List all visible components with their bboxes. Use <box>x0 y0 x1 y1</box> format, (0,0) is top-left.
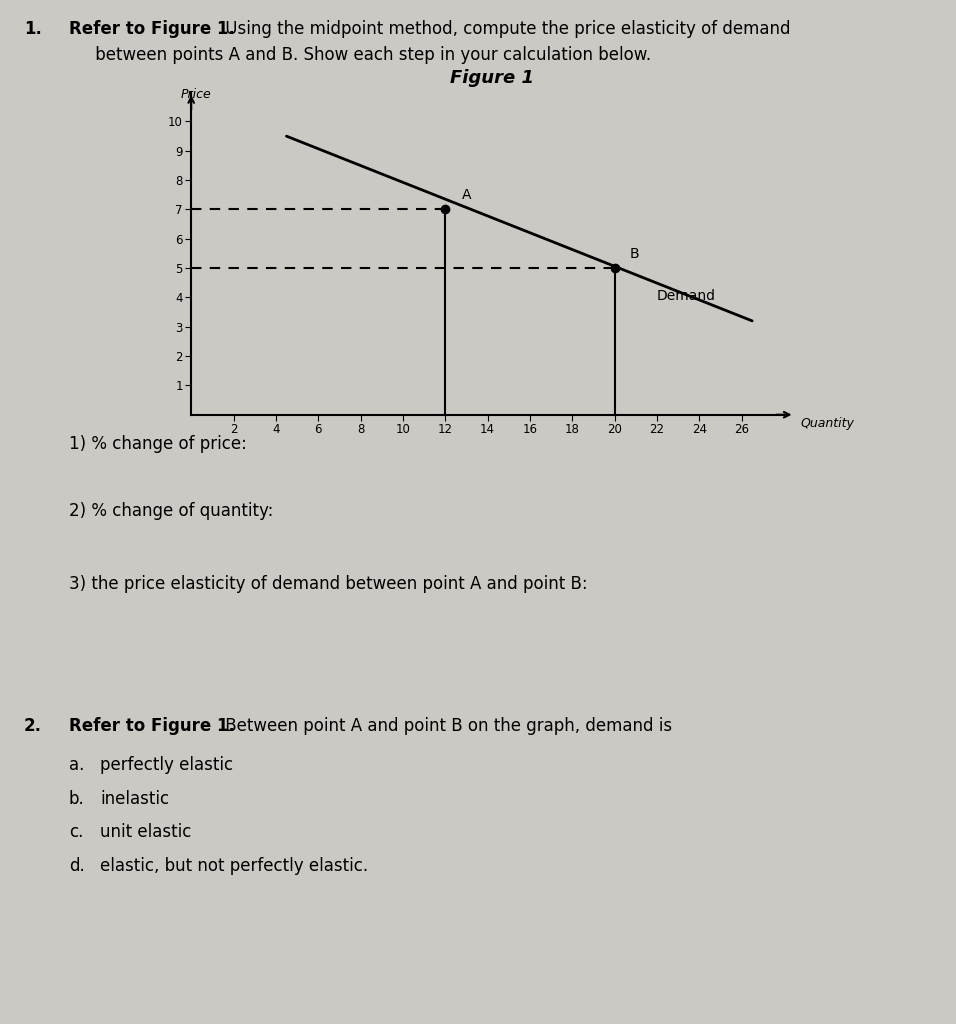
Text: 2.: 2. <box>24 717 42 735</box>
Text: Between point A and point B on the graph, demand is: Between point A and point B on the graph… <box>220 717 672 735</box>
Text: A: A <box>462 188 471 202</box>
Text: unit elastic: unit elastic <box>100 823 192 842</box>
Text: 1) % change of price:: 1) % change of price: <box>69 435 247 454</box>
Text: Price: Price <box>181 88 211 101</box>
Text: b.: b. <box>69 790 84 808</box>
Text: inelastic: inelastic <box>100 790 169 808</box>
Text: Figure 1: Figure 1 <box>450 69 534 87</box>
Text: 1.: 1. <box>24 20 42 39</box>
Text: Refer to Figure 1.: Refer to Figure 1. <box>69 20 235 39</box>
Text: a.: a. <box>69 756 84 774</box>
Text: Using the midpoint method, compute the price elasticity of demand: Using the midpoint method, compute the p… <box>220 20 791 39</box>
Text: Demand: Demand <box>657 289 716 303</box>
Text: 3) the price elasticity of demand between point A and point B:: 3) the price elasticity of demand betwee… <box>69 575 587 594</box>
Text: d.: d. <box>69 857 84 876</box>
Text: c.: c. <box>69 823 83 842</box>
Text: B: B <box>629 247 639 261</box>
Text: between points A and B. Show each step in your calculation below.: between points A and B. Show each step i… <box>69 46 651 65</box>
Text: Refer to Figure 1.: Refer to Figure 1. <box>69 717 235 735</box>
Text: Quantity: Quantity <box>801 417 855 430</box>
Text: 2) % change of quantity:: 2) % change of quantity: <box>69 502 273 520</box>
Text: elastic, but not perfectly elastic.: elastic, but not perfectly elastic. <box>100 857 368 876</box>
Text: perfectly elastic: perfectly elastic <box>100 756 233 774</box>
